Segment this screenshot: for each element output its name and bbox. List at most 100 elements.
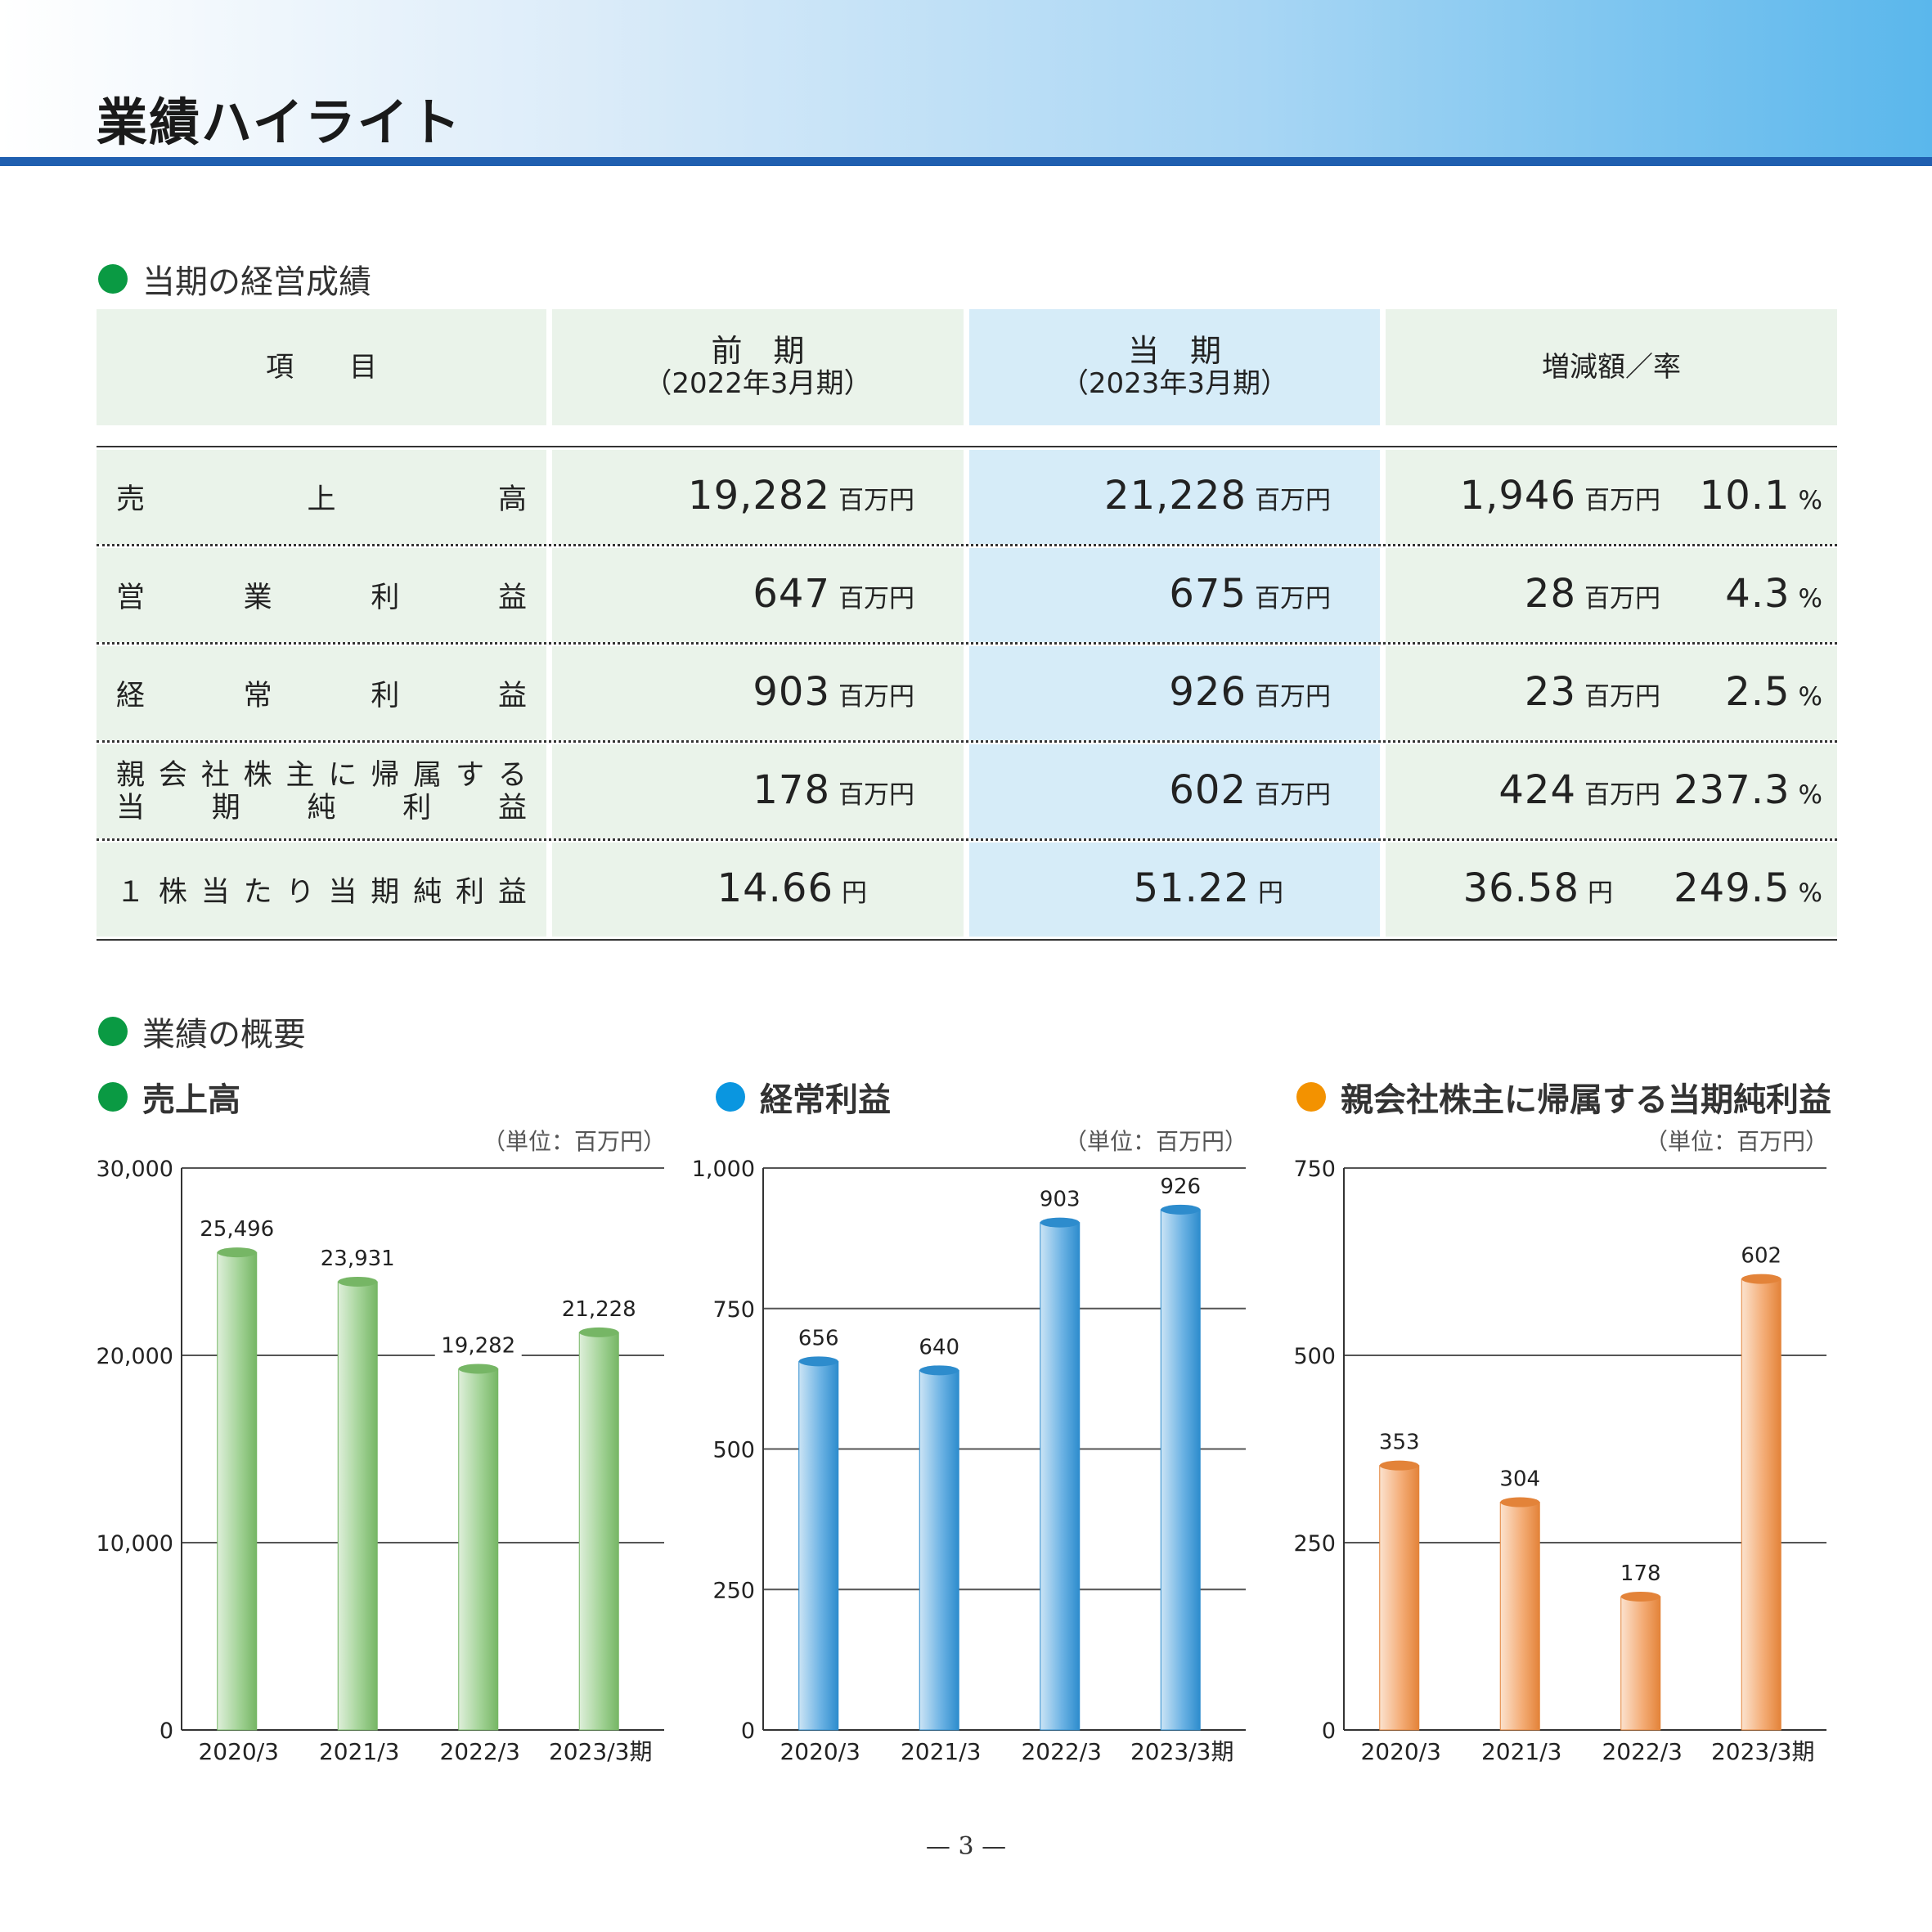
table-cell: 売上高 [97, 450, 546, 544]
x-tick-label: 2023/3期 [549, 1738, 653, 1765]
row-label-char: 益 [497, 680, 527, 712]
diff-value-unit: 百万円 [1584, 780, 1660, 810]
row-label-char: す [456, 758, 485, 792]
prev-value-unit: 百万円 [838, 780, 914, 810]
row-label-line: 経常利益 [116, 672, 527, 714]
bar-body [798, 1360, 839, 1731]
row-label-line: 売上高 [116, 476, 527, 518]
x-tick-label: 2020/3 [1360, 1738, 1441, 1765]
prev-value-unit: 円 [842, 878, 867, 908]
prev-value-number: 19,282 [688, 473, 830, 519]
row-label-char: 常 [243, 680, 272, 712]
table-cell [969, 450, 1380, 544]
y-tick-label: 250 [712, 1578, 755, 1603]
bar [458, 1364, 499, 1731]
diff-value: 23 百万円 [1525, 669, 1660, 715]
diff-value-unit: 百万円 [1584, 486, 1660, 515]
curr-value: 926 百万円 [1169, 669, 1331, 715]
section-title: 業績の概要 [142, 1016, 306, 1054]
bullet-dot-icon [98, 1017, 128, 1046]
row-label-line: 親会社株主に帰属する [116, 759, 527, 792]
rate-value-number: 249.5 [1674, 865, 1790, 911]
table-header-change: 増減額／率 [1386, 309, 1837, 425]
diff-value: 424 百万円 [1498, 767, 1660, 813]
rate-value-unit: % [1798, 486, 1822, 515]
curr-value: 675 百万円 [1169, 571, 1331, 617]
row-divider [97, 642, 1837, 645]
prev-value-unit: 百万円 [838, 584, 914, 613]
row-label-char: 期 [371, 876, 400, 909]
bar-body [1379, 1465, 1420, 1731]
x-tick-label: 2022/3 [1602, 1738, 1683, 1765]
row-label-char: 利 [402, 791, 432, 824]
data-label-bg [1036, 1184, 1084, 1211]
row-label-char: 株 [243, 758, 272, 792]
bar-cap [1379, 1460, 1419, 1471]
header-item-label: 項 目 [266, 351, 377, 384]
bar-body [1160, 1209, 1201, 1731]
row-label-line: 当期純利益 [116, 792, 527, 824]
rate-value-number: 10.1 [1699, 473, 1790, 519]
data-label: 304 [1499, 1467, 1540, 1492]
y-tick-label: 500 [712, 1438, 755, 1463]
row-label-char: た [243, 876, 272, 909]
row-label-char: 売 [116, 483, 146, 516]
table-cell [969, 548, 1380, 642]
data-label: 23,931 [321, 1247, 395, 1271]
prev-value-number: 903 [753, 669, 830, 715]
rate-value-number: 4.3 [1725, 571, 1790, 617]
prev-value: 178 百万円 [753, 767, 914, 813]
row-label-char: 営 [116, 582, 146, 614]
data-label: 353 [1379, 1431, 1420, 1455]
rate-value-unit: % [1798, 780, 1822, 810]
rate-value: 4.3% [1725, 571, 1822, 617]
chart-unit-note: （単位：百万円） [1063, 1128, 1247, 1155]
curr-value-unit: 百万円 [1255, 486, 1331, 515]
row-label-char: 上 [307, 483, 336, 516]
bar-cap [1161, 1204, 1201, 1215]
header-band [0, 0, 1932, 157]
table-cell [1386, 744, 1837, 838]
rate-value-number: 237.3 [1674, 767, 1790, 813]
y-tick-label: 0 [741, 1719, 755, 1744]
row-label-char: 利 [371, 680, 400, 712]
bar-cap [798, 1356, 838, 1367]
row-label-char: り [285, 876, 315, 909]
prev-value: 647 百万円 [753, 571, 914, 617]
bar-body [337, 1281, 378, 1731]
table-cell [552, 646, 964, 740]
table-cell [1386, 646, 1837, 740]
curr-value-unit: 百万円 [1255, 780, 1331, 810]
diff-value: 1,946 百万円 [1460, 473, 1660, 519]
bar [1160, 1204, 1201, 1731]
table-cell: 経常利益 [97, 646, 546, 740]
row-label-char: １ [116, 876, 146, 909]
bar [798, 1356, 839, 1731]
diff-value-number: 424 [1498, 767, 1576, 813]
row-label-char: に [328, 758, 357, 792]
data-label: 602 [1741, 1244, 1781, 1269]
row-label: 経常利益 [97, 672, 546, 714]
bar-body [458, 1368, 499, 1731]
x-tick-label: 2023/3期 [1711, 1738, 1815, 1765]
diff-value-unit: 百万円 [1584, 682, 1660, 712]
row-divider [97, 544, 1837, 546]
x-tick-label: 2021/3 [319, 1738, 400, 1765]
data-label: 178 [1620, 1561, 1661, 1586]
table-cell [1386, 842, 1837, 937]
row-label-char: 属 [413, 758, 443, 792]
data-label-bg [193, 1215, 281, 1242]
curr-value-number: 926 [1169, 669, 1247, 715]
y-tick-label: 20,000 [97, 1344, 173, 1369]
x-tick-label: 2020/3 [780, 1738, 860, 1765]
bar [1499, 1497, 1540, 1731]
prev-value: 14.66 円 [717, 865, 867, 911]
x-tick-label: 2020/3 [198, 1738, 279, 1765]
data-label-bg [1375, 1427, 1423, 1454]
diff-value-unit: 百万円 [1584, 584, 1660, 613]
bar-cap [217, 1247, 257, 1258]
data-label: 640 [919, 1335, 959, 1359]
rate-value: 237.3% [1674, 767, 1822, 813]
